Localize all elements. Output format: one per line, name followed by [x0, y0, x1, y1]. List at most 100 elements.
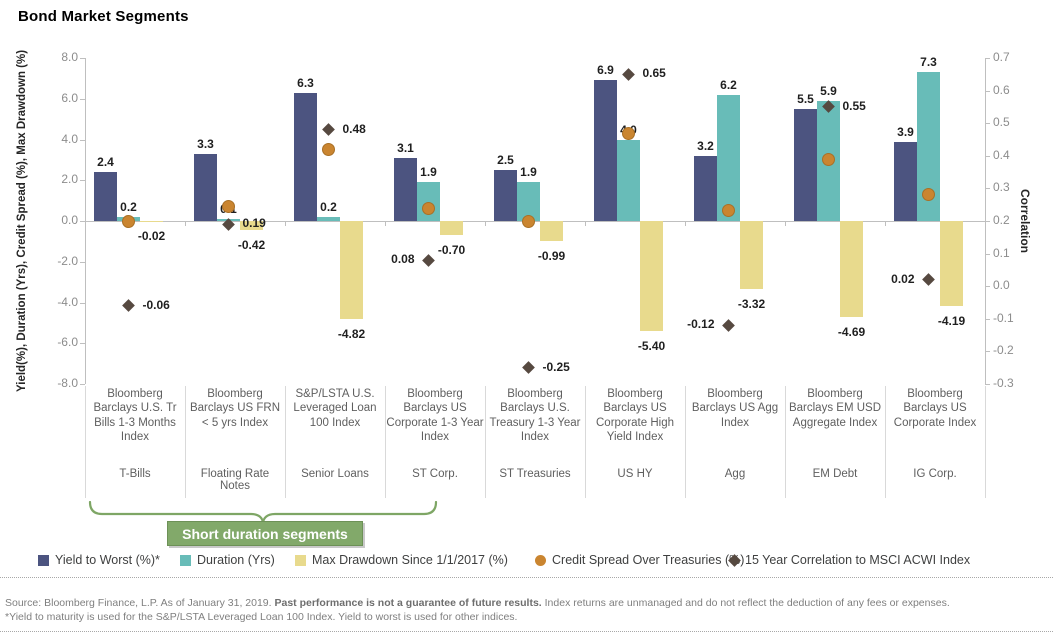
credit-spread-point [422, 202, 435, 216]
category-short-name: Senior Loans [301, 468, 369, 480]
zero-line-tick [685, 221, 686, 226]
y-left-axis-title: Yield(%), Duration (Yrs), Credit Spread … [16, 49, 28, 393]
category-short-name: Agg [724, 468, 746, 480]
category-index-name: Bloomberg Barclays U.S. Treasury 1-3 Yea… [489, 388, 581, 444]
yield-value-label: 3.3 [197, 136, 214, 151]
y-left-tick-label: 4.0 [61, 131, 78, 146]
yield-bar [294, 92, 317, 221]
square-legend-marker-icon [295, 554, 306, 566]
drawdown-value-label: -4.69 [837, 324, 866, 339]
drawdown-bar [940, 221, 963, 307]
legend-label: Duration (Yrs) [197, 553, 275, 567]
category-short-name: ST Corp. [412, 468, 458, 480]
category-short-name: EM Debt [812, 468, 858, 480]
square-legend-marker-icon [38, 554, 49, 566]
source-note-normal: Source: Bloomberg Finance, L.P. As of Ja… [5, 597, 275, 609]
category-short-name: T-Bills [119, 468, 151, 480]
y-right-tick-label: -0.3 [993, 376, 1014, 390]
yield-value-label: 3.2 [697, 138, 714, 153]
duration-value-label: 1.9 [420, 165, 437, 180]
y-left-tick-mark [80, 262, 85, 263]
yield-bar [394, 157, 417, 221]
legend-item: Yield to Worst (%)* [38, 553, 160, 567]
y-right-tick-mark [985, 384, 990, 385]
drawdown-bar [440, 221, 463, 236]
yield-bar [494, 170, 517, 221]
yield-value-label: 3.1 [397, 140, 414, 155]
drawdown-value-label: -0.99 [537, 249, 566, 264]
correlation-value-label: 0.55 [842, 98, 866, 113]
y-right-tick-label: -0.1 [993, 310, 1014, 325]
legend-label: Max Drawdown Since 1/1/2017 (%) [312, 553, 508, 567]
y-left-tick-mark [80, 221, 85, 222]
y-right-tick-mark [985, 188, 990, 189]
category-index-name: Bloomberg Barclays US FRN < 5 yrs Index [189, 388, 281, 429]
legend-label: 15 Year Correlation to MSCI ACWI Index [745, 553, 971, 567]
correlation-point [722, 318, 735, 332]
y-right-tick-label: 0.6 [993, 82, 1010, 97]
y-right-tick-label: 0.3 [993, 180, 1010, 195]
duration-value-label: 0.2 [120, 199, 137, 214]
yield-bar [894, 141, 917, 221]
drawdown-bar [740, 221, 763, 289]
correlation-point [122, 299, 135, 313]
category-short-name: Floating Rate Notes [200, 468, 270, 492]
drawdown-bar [240, 221, 263, 230]
y-right-tick-label: 0.7 [993, 50, 1010, 64]
credit-spread-point [322, 143, 335, 157]
category-index-name: Bloomberg Barclays US Corporate High Yie… [596, 388, 674, 444]
credit-spread-point [222, 200, 235, 214]
source-note-rest: Index returns are unmanaged and do not r… [541, 597, 950, 609]
diamond-legend-marker-icon [728, 553, 741, 567]
drawdown-value-label: -4.19 [937, 314, 966, 329]
category-separator [385, 386, 386, 498]
category-index-name: S&P/LSTA U.S. Leveraged Loan 100 Index [293, 388, 377, 429]
category-separator [885, 386, 886, 498]
legend-label: Credit Spread Over Treasuries (%) [552, 553, 745, 567]
category-separator [185, 386, 186, 498]
y-right-tick-mark [985, 319, 990, 320]
drawdown-bar [140, 221, 163, 222]
source-note-bold: Past performance is not a guarantee of f… [274, 597, 542, 609]
y-left-tick-mark [80, 384, 85, 385]
yield-value-label: 6.9 [597, 63, 614, 78]
category-index-name: Bloomberg Barclays U.S. Tr Bills 1-3 Mon… [93, 388, 177, 444]
credit-spread-point [522, 214, 535, 228]
drawdown-bar [340, 221, 363, 320]
yield-bar [694, 155, 717, 221]
y-right-tick-label: 0.2 [993, 213, 1010, 227]
duration-value-label: 6.2 [720, 77, 737, 92]
drawdown-value-label: -0.42 [237, 237, 266, 252]
zero-line-tick [485, 221, 486, 226]
drawdown-value-label: -4.82 [337, 327, 366, 342]
legend-item: 15 Year Correlation to MSCI ACWI Index [728, 553, 971, 567]
y-left-tick-mark [80, 343, 85, 344]
category-separator [985, 386, 986, 498]
zero-line-tick [285, 221, 286, 226]
correlation-point [322, 123, 335, 137]
y-right-tick-mark [985, 286, 990, 287]
credit-spread-point [922, 188, 935, 201]
yield-value-label: 2.4 [97, 155, 114, 170]
y-right-tick-label: 0.0 [993, 278, 1010, 293]
divider-top [0, 577, 1053, 578]
yield-bar [794, 108, 817, 221]
correlation-value-label: 0.65 [642, 66, 666, 81]
y-right-tick-mark [985, 91, 990, 92]
correlation-value-label: 0.48 [342, 121, 366, 136]
legend-item: Max Drawdown Since 1/1/2017 (%) [295, 553, 508, 567]
y-right-tick-mark [985, 254, 990, 255]
legend-item: Duration (Yrs) [180, 553, 275, 567]
y-left-tick-label: 0.0 [61, 213, 78, 227]
yield-footnote: *Yield to maturity is used for the S&P/L… [5, 611, 518, 623]
yield-bar [594, 80, 617, 221]
chart-title: Bond Market Segments [18, 8, 189, 25]
y-left-tick-label: 2.0 [61, 172, 78, 187]
square-legend-marker-icon [180, 554, 191, 566]
correlation-point [922, 273, 935, 287]
category-separator [85, 386, 86, 498]
y-right-tick-mark [985, 58, 990, 59]
y-right-axis-title: Correlation [1018, 188, 1032, 253]
correlation-value-label: -0.06 [142, 297, 170, 312]
zero-line-tick [585, 221, 586, 226]
